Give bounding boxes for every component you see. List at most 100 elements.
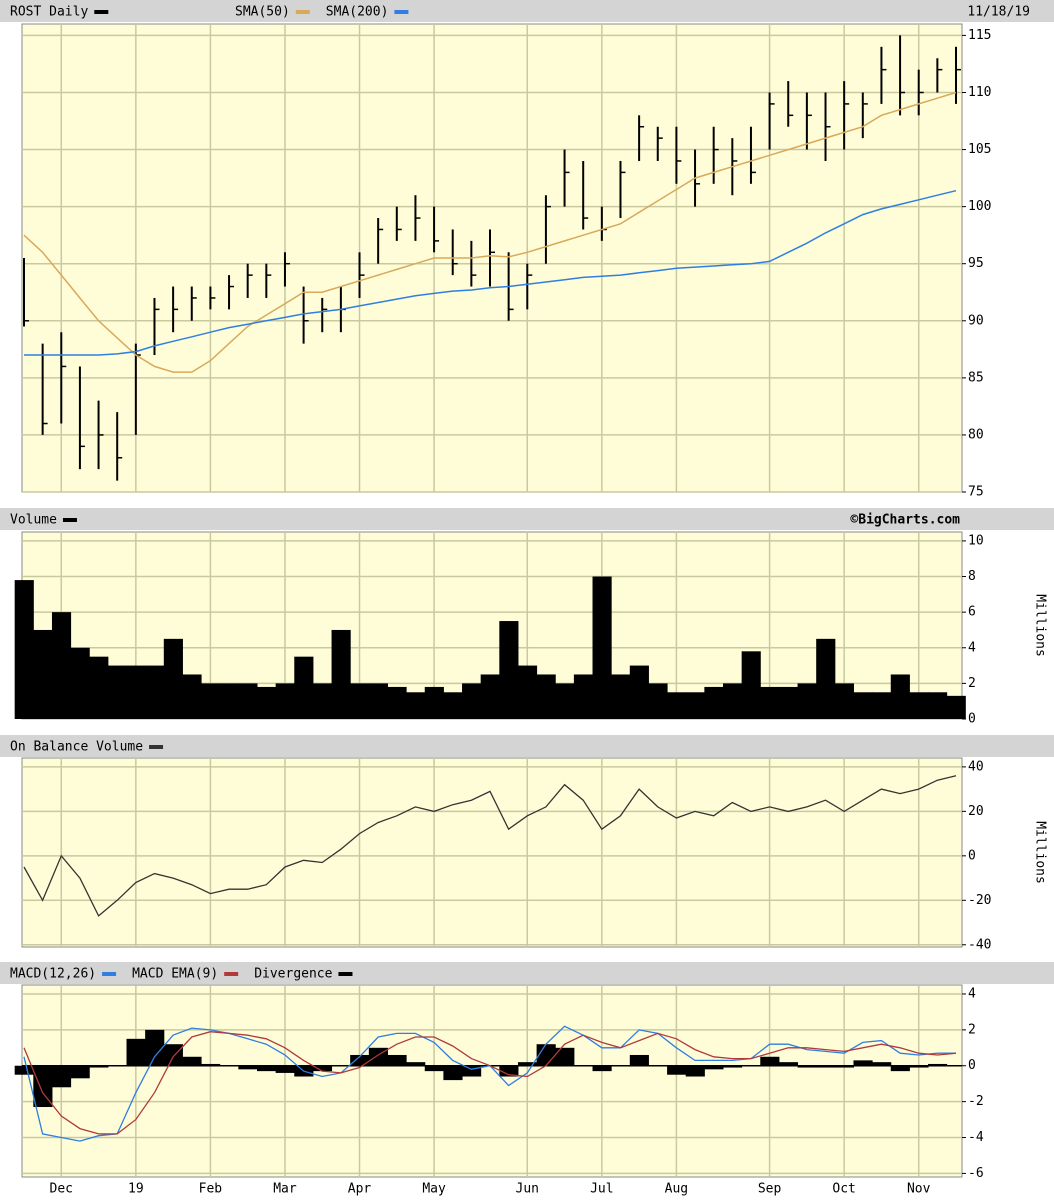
divergence-bar [872, 1062, 892, 1066]
volume-bar [14, 580, 34, 719]
y-axis-label: Millions [1033, 821, 1048, 884]
y-tick-label: -6 [968, 1166, 984, 1181]
macd-line [23, 1031, 957, 1135]
y-tick-label: -4 [968, 1130, 984, 1145]
y-tick-label: 90 [968, 313, 984, 328]
volume-bar [331, 629, 351, 719]
volume-bar [536, 674, 556, 719]
volume-bar [480, 674, 500, 719]
panel-header [0, 962, 1054, 984]
panel-header [0, 735, 1054, 757]
divergence-bar [928, 1063, 948, 1066]
legend-swatch [62, 518, 77, 522]
panel-header [0, 508, 1054, 530]
volume-bar [257, 686, 277, 719]
x-tick-label: Nov [907, 1182, 931, 1197]
volume-bar [741, 651, 761, 719]
divergence-bar [14, 1065, 34, 1075]
volume-bar [797, 683, 817, 719]
volume-bar [294, 656, 314, 719]
volume-bar [667, 692, 687, 719]
volume-bar [872, 692, 892, 719]
credit: ©BigCharts.com [850, 513, 960, 528]
legend-label: MACD EMA(9) [132, 967, 218, 982]
divergence-bar [424, 1065, 444, 1072]
panel-header [0, 0, 1054, 22]
divergence-bar [387, 1054, 407, 1066]
volume-bar [704, 686, 724, 719]
x-tick-label: Aug [665, 1182, 688, 1197]
y-tick-label: 110 [968, 85, 991, 100]
sma-line [23, 91, 957, 373]
legend-label: Divergence [254, 967, 332, 982]
legend-swatch [149, 745, 164, 749]
y-tick-label: 6 [968, 605, 976, 620]
x-tick-label: May [422, 1182, 446, 1197]
divergence-bar [182, 1056, 202, 1066]
divergence-bar [555, 1047, 575, 1066]
divergence-bar [51, 1065, 72, 1088]
y-tick-label: 4 [968, 640, 976, 655]
legend-swatch [394, 10, 409, 14]
y-tick-label: 0 [968, 848, 976, 863]
divergence-bar [685, 1065, 705, 1077]
plot-background [21, 23, 963, 493]
sma-line [24, 189, 957, 356]
volume-bar [685, 692, 705, 719]
legend-label: MACD(12,26) [10, 967, 96, 982]
y-tick-label: -40 [968, 937, 991, 952]
y-tick-label: 95 [968, 256, 984, 271]
y-tick-label: 0 [968, 1058, 976, 1073]
volume-bar [462, 683, 482, 719]
volume-bar [182, 674, 202, 719]
y-tick-label: 115 [968, 28, 991, 43]
divergence-bar [312, 1065, 333, 1072]
volume-bar [778, 686, 799, 719]
divergence-bar [797, 1065, 817, 1068]
x-tick-label: Dec [50, 1182, 73, 1197]
x-tick-label: Feb [199, 1182, 223, 1197]
divergence-bar [704, 1065, 724, 1070]
volume-bar [126, 665, 146, 719]
divergence-bar [126, 1038, 146, 1066]
volume-bar [424, 686, 444, 719]
divergence-bar [778, 1062, 799, 1066]
divergence-bar [816, 1065, 836, 1068]
divergence-bar [257, 1065, 277, 1072]
volume-bar [33, 629, 53, 719]
divergence-bar [163, 1044, 183, 1066]
divergence-bar [517, 1062, 538, 1066]
y-tick-label: 2 [968, 676, 976, 691]
y-tick-label: 40 [968, 759, 984, 774]
divergence-bar [33, 1065, 53, 1108]
y-tick-label: 85 [968, 370, 984, 385]
legend-swatch [224, 972, 239, 976]
divergence-bar [275, 1065, 295, 1073]
legend-swatch [338, 972, 353, 976]
y-tick-label: 8 [968, 569, 976, 584]
y-tick-label: 80 [968, 427, 984, 442]
divergence-bar [406, 1062, 426, 1066]
volume-bar [406, 692, 426, 719]
volume-bar [238, 683, 258, 719]
y-tick-label: 2 [968, 1022, 976, 1037]
volume-bar [312, 683, 333, 719]
volume-bar [853, 692, 873, 719]
divergence-bar [70, 1065, 90, 1079]
volume-bar [648, 683, 668, 719]
volume-bar [350, 683, 370, 719]
volume-bar [89, 656, 109, 719]
volume-bar [890, 674, 910, 719]
volume-bar [909, 692, 929, 719]
divergence-bar [667, 1065, 687, 1075]
y-tick-label: 4 [968, 986, 976, 1001]
divergence-bar [760, 1056, 780, 1066]
x-tick-label: Jun [516, 1182, 539, 1197]
volume-bar [928, 692, 948, 719]
volume-bar [368, 683, 388, 719]
y-tick-label: 105 [968, 142, 991, 157]
y-tick-label: 0 [968, 712, 976, 727]
divergence-bar [723, 1065, 743, 1068]
volume-bar [499, 621, 519, 719]
plot-background [21, 757, 963, 948]
